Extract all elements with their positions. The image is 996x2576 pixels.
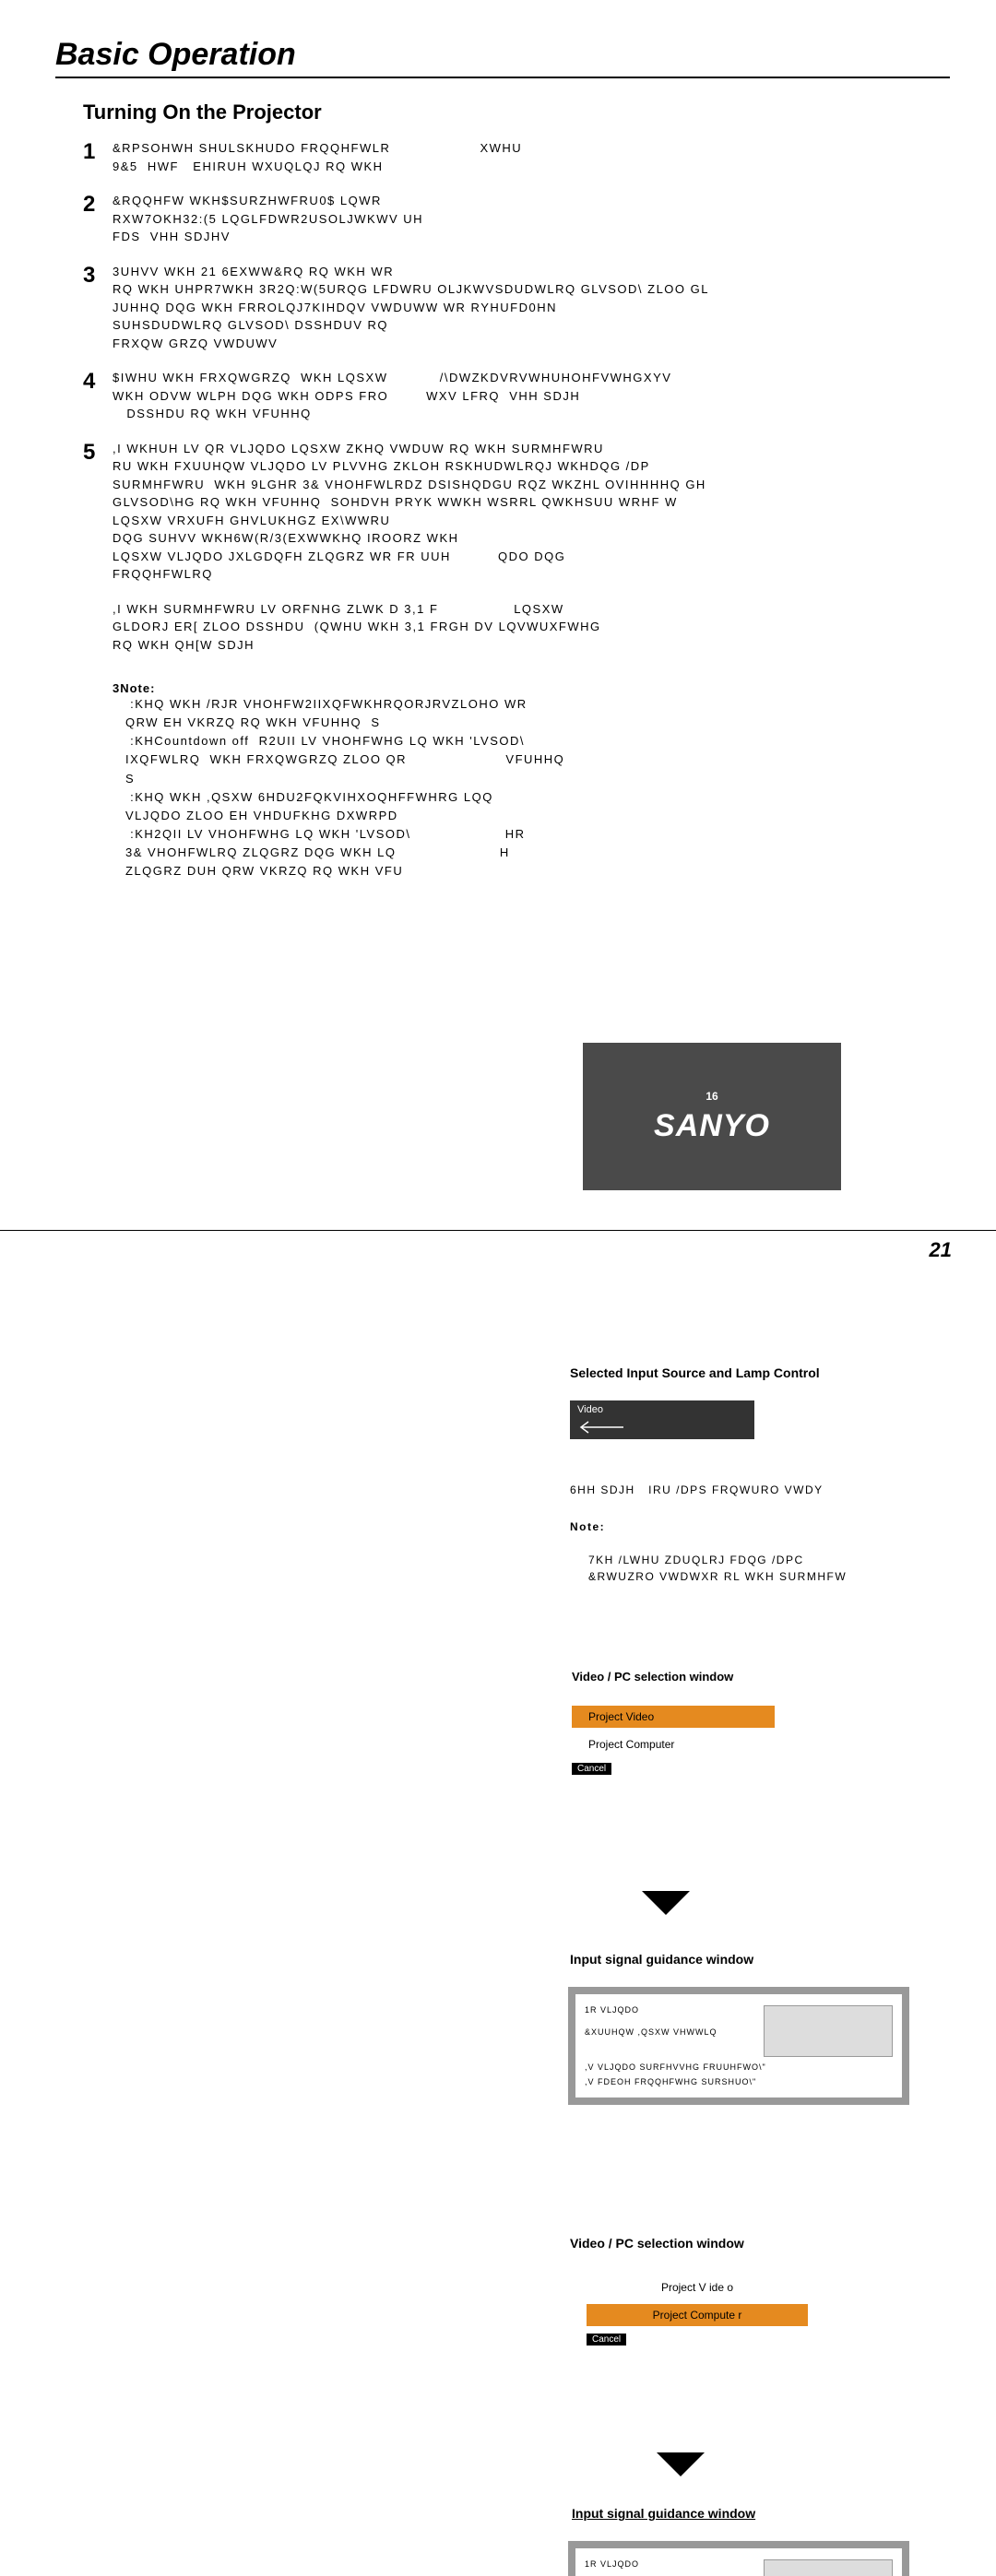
step-number: 1 — [83, 139, 113, 165]
step: 4 $IWHU WKH FRXQWGRZQ WKH LQSXW /\DWZKDV… — [83, 369, 950, 423]
side-text: 7KH /LWHU ZDUQLRJ FDQG /DPC &RWUZRO VWDW… — [588, 1552, 996, 1601]
step-number: 2 — [83, 192, 113, 218]
step-number: 4 — [83, 369, 113, 395]
step: 5 ,I WKHUH LV QR VLJQDO LQSXW ZKHQ VWDUW… — [83, 440, 950, 584]
input-source-tag: Video — [570, 1400, 754, 1439]
arrow-down-icon — [657, 2452, 705, 2476]
page-title: Basic Operation — [55, 37, 950, 73]
guidance-window: 1R VLJQDO &XUUHQW ,QSXW VHWWLQ 5*% ,V VL… — [568, 2541, 909, 2576]
select-computer[interactable]: Project Compute r — [587, 2304, 808, 2326]
countdown-number: 16 — [706, 1090, 717, 1103]
selection-box: Project Video Project Computer Cancel — [572, 1706, 775, 1775]
step: 2 &RQQHFW WKH$SURZHWFRU0$ LQWR RXW7OKH32… — [83, 192, 950, 246]
step-number: 3 — [83, 263, 113, 289]
steps-list: 1 &RPSOHWH SHULSKHUDO FRQQHFWLR XWHU 9&5… — [83, 139, 950, 584]
select-video[interactable]: Project V ide o — [587, 2276, 808, 2298]
guide-line: &XUUHQW ,QSXW VHWWLQ — [585, 2027, 741, 2037]
subheading: Selected Input Source and Lamp Control — [570, 1365, 996, 1380]
select-video[interactable]: Project Video — [572, 1706, 775, 1728]
rule — [0, 1230, 996, 1231]
cancel-button[interactable]: Cancel — [572, 1763, 611, 1775]
subheading: Input signal guidance window — [572, 2506, 996, 2521]
side-text: 6HH SDJH IRU /DPS FRQWURO VWDY — [570, 1482, 996, 1498]
step: 1 &RPSOHWH SHULSKHUDO FRQQHFWLR XWHU 9&5… — [83, 139, 950, 175]
section-title: Turning On the Projector — [83, 100, 950, 124]
select-computer[interactable]: Project Computer — [572, 1733, 775, 1755]
arrow-left-icon — [577, 1421, 623, 1434]
step: 3 3UHVV WKH 21 6EXWW&RQ RQ WKH WR RQ WKH… — [83, 263, 950, 353]
paragraph: ,I WKH SURMHFWRU LV ORFNHG ZLWK D 3,1 F … — [113, 600, 950, 655]
subheading: Input signal guidance window — [570, 1952, 996, 1967]
step-body: 3UHVV WKH 21 6EXWW&RQ RQ WKH WR RQ WKH U… — [113, 263, 709, 353]
splash-logo: 16 SANYO — [583, 1043, 841, 1190]
guide-line: 1R VLJQDO — [585, 2005, 741, 2015]
cancel-button[interactable]: Cancel — [587, 2334, 626, 2346]
side-note-label: Note: — [570, 1518, 996, 1535]
device-illustration — [764, 2559, 893, 2576]
subheading: Video / PC selection window — [570, 2236, 996, 2251]
note-body: :KHQ WKH /RJR VHOHFW2IIXQFWKHRQORJRVZLOH… — [125, 695, 950, 880]
step-number: 5 — [83, 440, 113, 466]
rule — [55, 77, 950, 78]
step-body: &RPSOHWH SHULSKHUDO FRQQHFWLR XWHU 9&5 H… — [113, 139, 522, 175]
page-number: 21 — [930, 1238, 952, 1262]
brand-logo: SANYO — [654, 1108, 770, 1144]
guide-line: 1R VLJQDO — [585, 2559, 741, 2569]
device-illustration — [764, 2005, 893, 2057]
guide-line: ,V VLJQDO SURFHVVHG FRUUHFWO\" — [585, 2062, 893, 2072]
arrow-down-icon — [642, 1891, 690, 1915]
step-body: ,I WKHUH LV QR VLJQDO LQSXW ZKHQ VWDUW R… — [113, 440, 706, 584]
guidance-window: 1R VLJQDO &XUUHQW ,QSXW VHWWLQ ,V VLJQDO… — [568, 1987, 909, 2105]
step-body: $IWHU WKH FRXQWGRZQ WKH LQSXW /\DWZKDVRV… — [113, 369, 671, 423]
selection-box: Project V ide o Project Compute r Cancel — [587, 2276, 808, 2346]
step-body: &RQQHFW WKH$SURZHWFRU0$ LQWR RXW7OKH32:(… — [113, 192, 423, 246]
guide-line: ,V FDEOH FRQQHFWHG SURSHUO\" — [585, 2077, 893, 2086]
subheading: Video / PC selection window — [572, 1670, 996, 1684]
note-label: 3Note: — [113, 681, 950, 695]
input-label: Video — [577, 1404, 603, 1415]
